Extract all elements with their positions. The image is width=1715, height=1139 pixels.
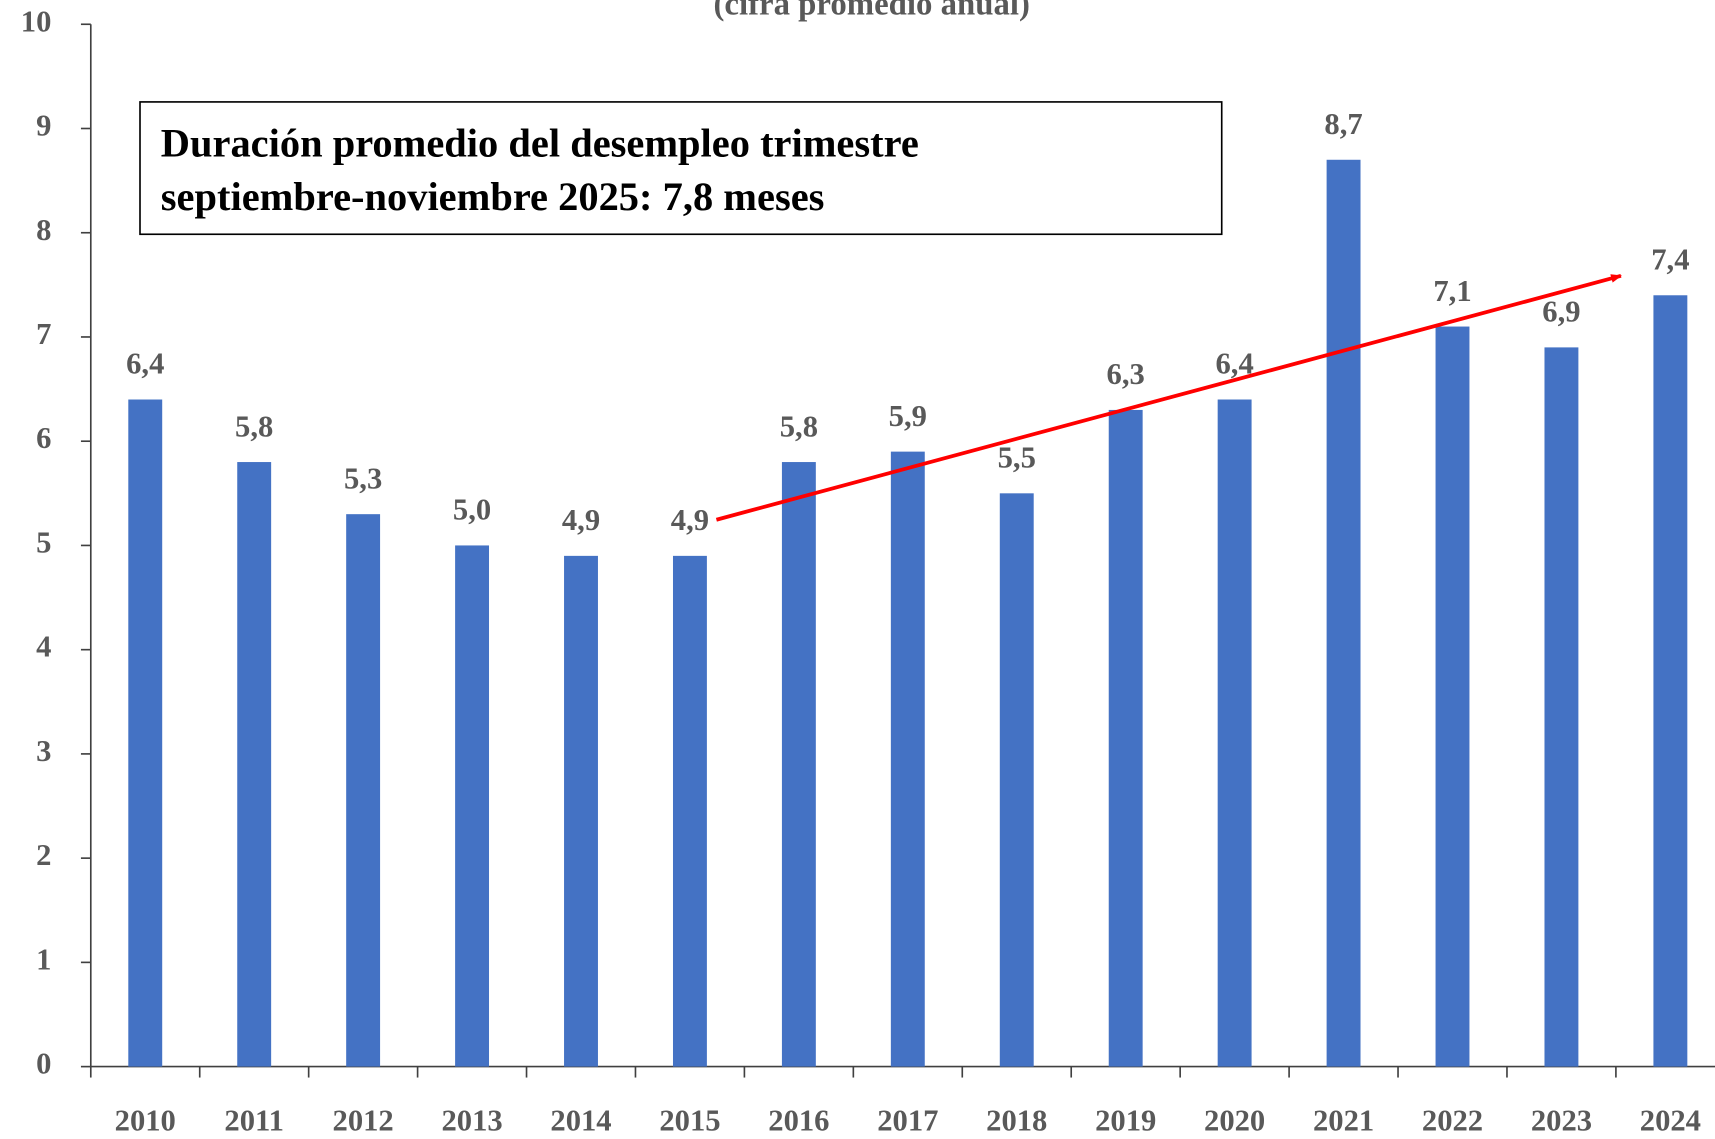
x-tick-label: 2022 (1422, 1104, 1483, 1138)
value-label: 5,5 (998, 441, 1036, 475)
annotation-box (139, 101, 1223, 236)
x-tick-label: 2019 (1095, 1104, 1156, 1138)
subtitle: (cifra promedio anual) (714, 0, 1030, 22)
trend-arrow (715, 273, 1622, 522)
bar (237, 462, 272, 1067)
value-label: 5,8 (235, 409, 273, 443)
value-label: 6,9 (1542, 295, 1580, 329)
x-tick-label: 2020 (1204, 1104, 1265, 1138)
bar (890, 451, 925, 1067)
y-tick-label: 6 (36, 421, 51, 455)
x-tick-label: 2023 (1531, 1104, 1592, 1138)
x-tick-label: 2015 (659, 1104, 720, 1138)
y-tick-label: 0 (36, 1047, 51, 1081)
bar (1108, 409, 1143, 1067)
value-label: 4,9 (671, 503, 709, 537)
bar (128, 399, 163, 1067)
value-label: 5,8 (780, 409, 818, 443)
bar (1435, 326, 1470, 1067)
value-label: 6,4 (126, 347, 164, 381)
annotation-line: Duración promedio del desempleo trimestr… (161, 121, 919, 166)
y-tick-label: 3 (36, 734, 51, 768)
y-tick-label: 8 (36, 213, 51, 247)
value-label: 8,7 (1324, 107, 1362, 141)
value-label: 7,4 (1651, 242, 1689, 276)
value-label: 5,0 (453, 493, 491, 527)
x-tick-label: 2016 (768, 1104, 829, 1138)
bar (672, 555, 707, 1067)
value-label: 7,1 (1433, 274, 1471, 308)
bar (455, 545, 490, 1067)
x-tick-label: 2013 (441, 1104, 502, 1138)
x-tick-label: 2018 (986, 1104, 1047, 1138)
value-label: 4,9 (562, 503, 600, 537)
x-tick-label: 2021 (1313, 1104, 1374, 1138)
y-tick-label: 1 (36, 942, 51, 976)
x-tick-label: 2010 (115, 1104, 176, 1138)
bar (346, 514, 381, 1067)
value-label: 5,9 (889, 399, 927, 433)
bar (1217, 399, 1252, 1067)
y-tick-label: 4 (36, 630, 51, 664)
value-label: 5,3 (344, 461, 382, 495)
bar (1326, 159, 1361, 1067)
value-label: 6,3 (1107, 357, 1145, 391)
y-tick-label: 10 (21, 4, 52, 38)
y-tick-label: 9 (36, 109, 51, 143)
annotation-line: septiembre-noviembre 2025: 7,8 meses (161, 174, 825, 219)
x-tick-label: 2024 (1640, 1104, 1701, 1138)
bar (999, 493, 1034, 1067)
x-tick-label: 2017 (877, 1104, 938, 1138)
x-tick-label: 2012 (333, 1104, 394, 1138)
x-tick-label: 2011 (224, 1104, 284, 1138)
y-tick-label: 7 (36, 317, 51, 351)
y-tick-label: 2 (36, 838, 51, 872)
y-tick-label: 5 (36, 525, 51, 559)
bar (1544, 347, 1579, 1067)
x-tick-label: 2014 (550, 1104, 611, 1138)
bar (564, 555, 598, 1067)
bar (781, 462, 816, 1067)
bar (1653, 295, 1688, 1067)
